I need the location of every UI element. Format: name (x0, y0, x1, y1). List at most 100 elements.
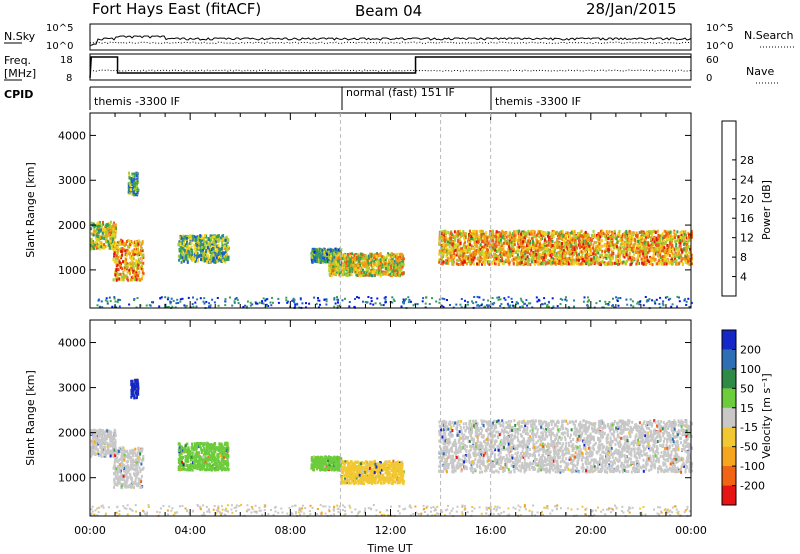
echo-cell (177, 242, 180, 246)
echo-cell (688, 262, 691, 266)
echo-cell (446, 256, 449, 260)
echo-cell (382, 271, 385, 275)
echo-cell (438, 258, 441, 262)
echo-cell (595, 259, 598, 263)
echo-cell (598, 237, 601, 241)
echo-cell (109, 220, 112, 224)
echo-cell (669, 230, 672, 234)
echo-cell (647, 230, 650, 234)
echo-cell (112, 223, 115, 227)
echo-cell (100, 245, 103, 249)
echo-cell (598, 242, 601, 246)
echo-cell (471, 260, 473, 264)
echo-cell (608, 261, 611, 265)
echo-cell (605, 257, 608, 260)
echo-cell (639, 240, 642, 244)
echo-cell (627, 257, 630, 261)
echo-cell (323, 250, 326, 254)
echo-cell (214, 235, 217, 239)
echo-cell (640, 257, 643, 261)
echo-cell (657, 243, 660, 247)
echo-cell (330, 267, 333, 271)
echo-cell (670, 245, 673, 249)
echo-cell (184, 244, 186, 248)
echo-cell (528, 232, 531, 236)
echo-cell (533, 250, 536, 254)
echo-cell (462, 263, 465, 266)
echo-cell (562, 252, 565, 256)
echo-cell (467, 243, 470, 247)
echo-cell (538, 246, 541, 250)
echo-cell (506, 260, 509, 264)
echo-cell (579, 262, 582, 266)
echo-cell (661, 258, 664, 262)
echo-cell (618, 260, 621, 263)
echo-cell (194, 235, 197, 239)
echo-cell (137, 242, 140, 246)
echo-cell (121, 249, 124, 253)
echo-cell (509, 237, 512, 241)
echo-cell (448, 245, 451, 249)
echo-cell (674, 248, 677, 252)
nave-tick-bottom: 0 (706, 73, 712, 84)
echo-cell (535, 256, 538, 260)
echo-cell (438, 301, 441, 304)
echo-cell (593, 255, 595, 259)
echo-cell (389, 268, 392, 272)
echo-cell (116, 243, 119, 247)
echo-cell (466, 262, 468, 266)
echo-cell (658, 248, 661, 252)
echo-cell (599, 235, 602, 239)
echo-cell (549, 241, 552, 245)
echo-cell (469, 261, 472, 265)
echo-cell (639, 249, 642, 253)
echo-cell (676, 230, 679, 234)
echo-cell (127, 190, 130, 194)
echo-cell (622, 260, 625, 264)
echo-cell (132, 254, 134, 258)
echo-cell (617, 249, 620, 252)
echo-cell (115, 267, 118, 271)
echo-cell (128, 186, 131, 189)
echo-cell (524, 237, 527, 241)
echo-cell (557, 236, 560, 240)
nave-label: Nave (746, 65, 774, 78)
echo-cell (328, 261, 331, 265)
echo-cell (369, 270, 372, 274)
echo-cell (96, 227, 99, 231)
echo-cell (445, 254, 448, 258)
echo-cell (690, 231, 693, 235)
echo-cell (592, 229, 595, 233)
echo-cell (544, 260, 547, 264)
echo-cell (188, 242, 191, 246)
echo-cell (663, 252, 666, 256)
echo-cell (98, 247, 101, 251)
echo-cell (544, 236, 547, 240)
echo-cell (642, 256, 645, 260)
echo-cell (337, 253, 340, 257)
echo-cell (113, 221, 115, 225)
echo-cell (120, 256, 123, 260)
echo-cell (677, 262, 680, 266)
echo-cell (476, 234, 479, 237)
echo-cell (102, 236, 105, 240)
echo-cell (115, 261, 118, 264)
echo-cell (185, 244, 188, 248)
echo-cell (188, 237, 191, 241)
echo-cell (472, 262, 475, 266)
echo-cell (342, 273, 345, 276)
echo-cell (114, 223, 117, 227)
echo-cell (105, 236, 108, 240)
echo-cell (628, 241, 631, 245)
echo-cell (201, 258, 204, 262)
echo-cell (488, 235, 491, 239)
echo-cell (120, 275, 123, 279)
echo-cell (501, 244, 504, 248)
echo-cell (689, 238, 691, 242)
echo-cell (575, 258, 578, 262)
echo-cell (438, 252, 441, 256)
echo-cell (648, 246, 651, 250)
echo-cell (348, 267, 351, 271)
echo-cell (622, 240, 625, 244)
echo-cell (178, 236, 181, 240)
